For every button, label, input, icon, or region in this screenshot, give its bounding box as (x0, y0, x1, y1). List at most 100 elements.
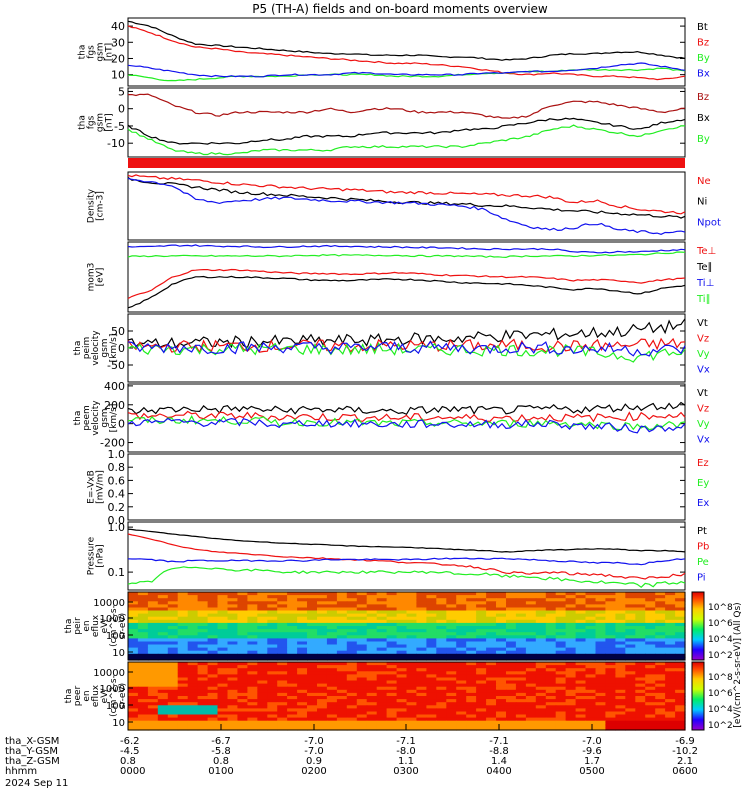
series-line-Pb (127, 533, 686, 580)
spec-cell (346, 705, 358, 709)
spec-cell (645, 683, 656, 688)
spec-cell (466, 653, 477, 658)
spec-cell (207, 708, 219, 713)
spec-cell (128, 622, 139, 627)
spec-cell (137, 635, 149, 639)
spec-cell (317, 680, 328, 685)
spec-cell (456, 629, 467, 633)
spec-cell (595, 592, 606, 596)
spec-cell (157, 598, 169, 602)
spec-cell (267, 665, 278, 669)
ylabel-line: gsm (96, 113, 106, 132)
spec-cell (207, 647, 219, 652)
legend-Pe: Pe (697, 557, 709, 568)
spec-cell (665, 613, 676, 618)
spec-cell (426, 647, 437, 652)
spec-cell (317, 601, 328, 605)
legend-Vz: Vz (697, 404, 709, 415)
spec-cell (625, 613, 636, 618)
spec-cell (197, 601, 209, 605)
spec-cell (336, 601, 348, 605)
spec-cell (515, 714, 527, 719)
spec-cell (535, 711, 547, 716)
spec-cell (506, 683, 517, 688)
spec-cell (545, 665, 557, 669)
spec-cell (297, 714, 308, 719)
spec-cell (625, 711, 636, 716)
spec-cell (317, 711, 328, 716)
spec-cell (406, 629, 417, 633)
spec-cell (605, 601, 616, 605)
spec-cell (137, 671, 149, 675)
spec-cell (376, 726, 388, 731)
spec-cell (406, 726, 417, 731)
spec-cell (297, 683, 308, 688)
spec-cell (436, 720, 447, 725)
spec-cell (525, 662, 537, 666)
spec-cell (635, 604, 646, 609)
spec-cell (217, 610, 228, 615)
spec-cell (426, 662, 437, 666)
spec-cell (147, 692, 159, 697)
spec-cell (655, 607, 666, 612)
spec-cell (257, 641, 268, 646)
spec-cell (227, 680, 238, 685)
spec-cell (366, 674, 378, 679)
spec-cell (515, 711, 527, 716)
spec-cell (197, 720, 209, 725)
spec-cell (436, 656, 447, 661)
spec-cell (605, 607, 616, 612)
spec-cell (416, 610, 427, 615)
spec-cell (346, 604, 358, 609)
spec-cell (307, 699, 318, 703)
spec-cell (346, 723, 358, 728)
spec-cell (317, 622, 328, 627)
spec-cell (227, 665, 238, 669)
spec-cell (167, 680, 179, 685)
spec-cell (326, 641, 338, 646)
spec-cell (267, 699, 278, 703)
spec-cell (496, 720, 507, 725)
spec-cell (287, 714, 298, 719)
spec-cell (456, 626, 467, 630)
spec-cell (217, 656, 228, 661)
legend-Te∥: Te∥ (696, 262, 713, 273)
spec-cell (137, 629, 149, 633)
spec-cell (128, 692, 139, 697)
spec-cell (605, 702, 616, 706)
ylabel-line: en (82, 690, 92, 701)
spec-cell (326, 619, 338, 624)
spec-cell (496, 626, 507, 630)
spec-cell (595, 626, 606, 630)
spec-cell (167, 674, 179, 679)
spec-cell (267, 677, 278, 682)
spec-cell (207, 668, 219, 672)
ylabel-line: fgs (87, 45, 97, 59)
spec-cell (525, 638, 537, 643)
spec-cell (267, 595, 278, 599)
spec-cell (615, 705, 626, 709)
spec-cell (605, 726, 616, 731)
spec-cell (486, 647, 497, 652)
spec-cell (197, 647, 209, 652)
spec-cell (645, 604, 656, 609)
spec-cell (207, 683, 219, 688)
spec-cell (257, 616, 268, 621)
spec-cell (625, 714, 636, 719)
spec-cell (336, 692, 348, 697)
ylabel-line: eflux (91, 684, 101, 707)
ytick-label: 10000 (93, 598, 125, 609)
spec-cell (396, 665, 408, 669)
ytick-label: 200 (104, 399, 125, 412)
spec-cell (128, 680, 139, 685)
spec-cell (625, 656, 636, 661)
spec-cell (436, 595, 447, 599)
spec-cell (217, 717, 228, 722)
spec-cell (525, 726, 537, 731)
spec-cell (177, 616, 189, 621)
spec-cell (635, 677, 646, 682)
spec-cell (525, 610, 537, 615)
spec-cell (346, 665, 358, 669)
spec-cell (555, 626, 567, 630)
spec-cell (277, 674, 288, 679)
